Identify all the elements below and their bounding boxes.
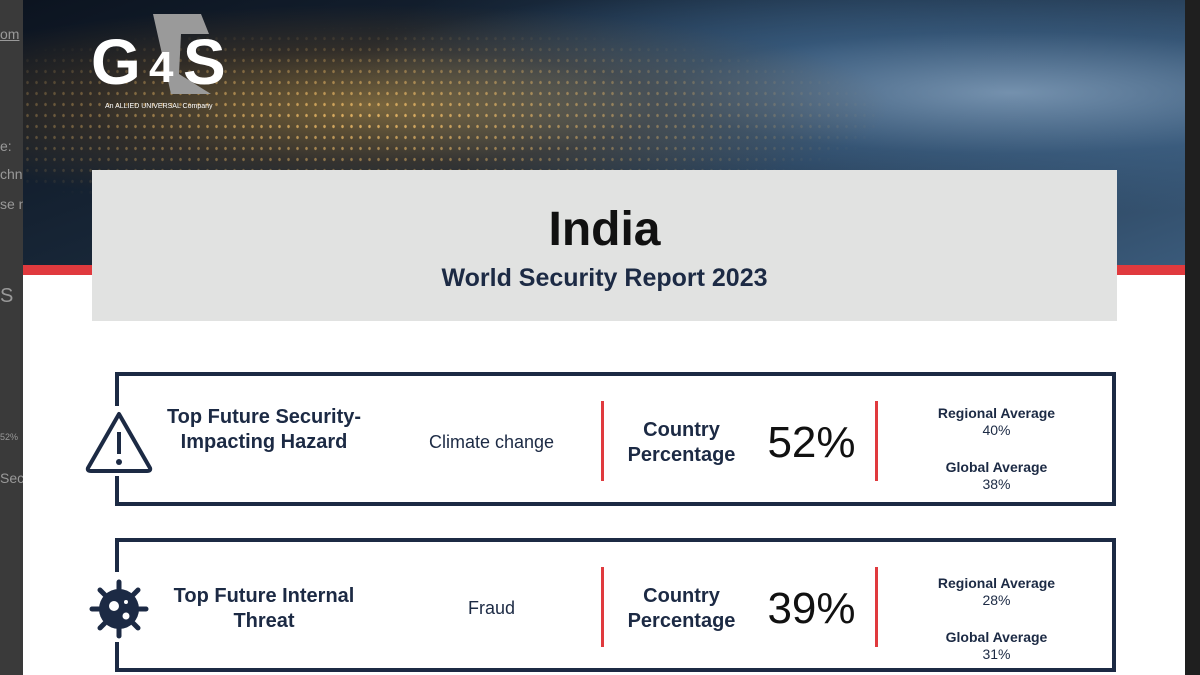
global-value: 31%: [982, 646, 1011, 662]
card-value: Climate change: [428, 432, 555, 452]
divider: [601, 567, 604, 647]
viewer-margin: [1185, 0, 1200, 675]
global-label: Global Average: [945, 629, 1048, 645]
card-value: Fraud: [467, 598, 516, 618]
svg-text:G: G: [91, 26, 141, 98]
regional-value: 28%: [982, 592, 1011, 608]
global-average: Global Average 38%: [919, 459, 1074, 493]
page-title: India: [548, 203, 661, 256]
stat-card-hazard: Top Future Security-Impacting Hazard Cli…: [85, 372, 1116, 506]
card-label: Top Future Security-Impacting Hazard: [166, 406, 362, 453]
svg-text:S: S: [183, 26, 226, 98]
logo-tagline: An ALLIED UNIVERSAL Company: [105, 103, 213, 110]
country-percentage: 39%: [767, 584, 856, 633]
stat-card-threat: Top Future Internal Threat Fraud Country…: [89, 538, 1116, 672]
regional-average: Regional Average 28%: [919, 575, 1074, 609]
warning-triangle-icon: [85, 412, 153, 473]
country-label: Country Percentage: [627, 419, 736, 466]
bg-fragment: S: [0, 285, 14, 307]
bg-fragment: se n: [0, 196, 27, 212]
regional-label: Regional Average: [937, 405, 1056, 421]
regional-label: Regional Average: [937, 575, 1056, 591]
country-percentage: 52%: [767, 418, 856, 467]
regional-value: 40%: [982, 422, 1011, 438]
page-subtitle: World Security Report 2023: [441, 264, 768, 292]
country-label: Country Percentage: [627, 585, 736, 632]
global-average: Global Average 31%: [919, 629, 1074, 663]
svg-text:4: 4: [149, 43, 174, 92]
bg-fragment: om: [0, 26, 20, 42]
virus-icon: [89, 579, 149, 639]
bg-fragment: e:: [0, 138, 12, 154]
divider: [875, 401, 878, 481]
bg-fragment: Sec: [0, 470, 25, 486]
g4s-logo: G S 4: [91, 14, 226, 98]
bg-fragment: 52%: [0, 432, 19, 442]
bg-fragment: chn: [0, 166, 23, 182]
global-label: Global Average: [945, 459, 1048, 475]
divider: [875, 567, 878, 647]
report-page: G S 4 An ALLIED UNIVERSAL Company India …: [23, 0, 1185, 675]
divider: [601, 401, 604, 481]
global-value: 38%: [982, 476, 1011, 492]
title-box: India World Security Report 2023: [92, 170, 1117, 321]
card-label: Top Future Internal Threat: [173, 585, 355, 632]
regional-average: Regional Average 40%: [919, 405, 1074, 439]
